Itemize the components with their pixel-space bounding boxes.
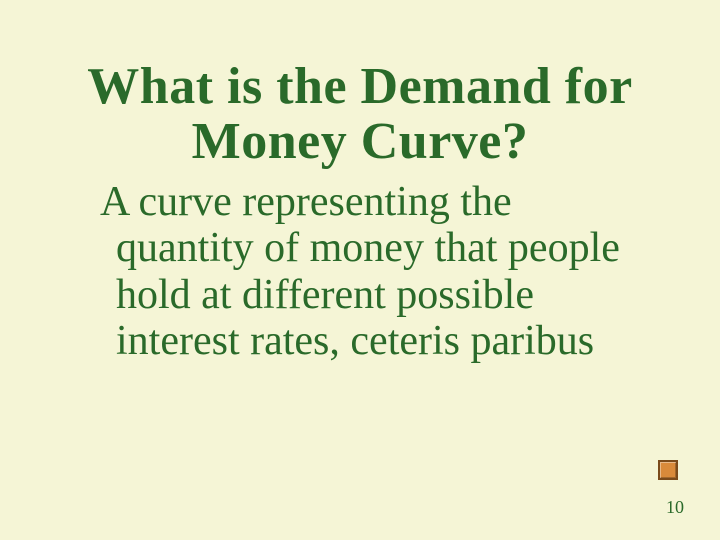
slide: What is the Demand for Money Curve? A cu… <box>0 0 720 540</box>
page-number: 10 <box>666 497 684 518</box>
slide-title: What is the Demand for Money Curve? <box>50 60 670 169</box>
slide-body-text: A curve representing the quantity of mon… <box>66 179 670 364</box>
next-slide-button[interactable] <box>658 460 678 480</box>
